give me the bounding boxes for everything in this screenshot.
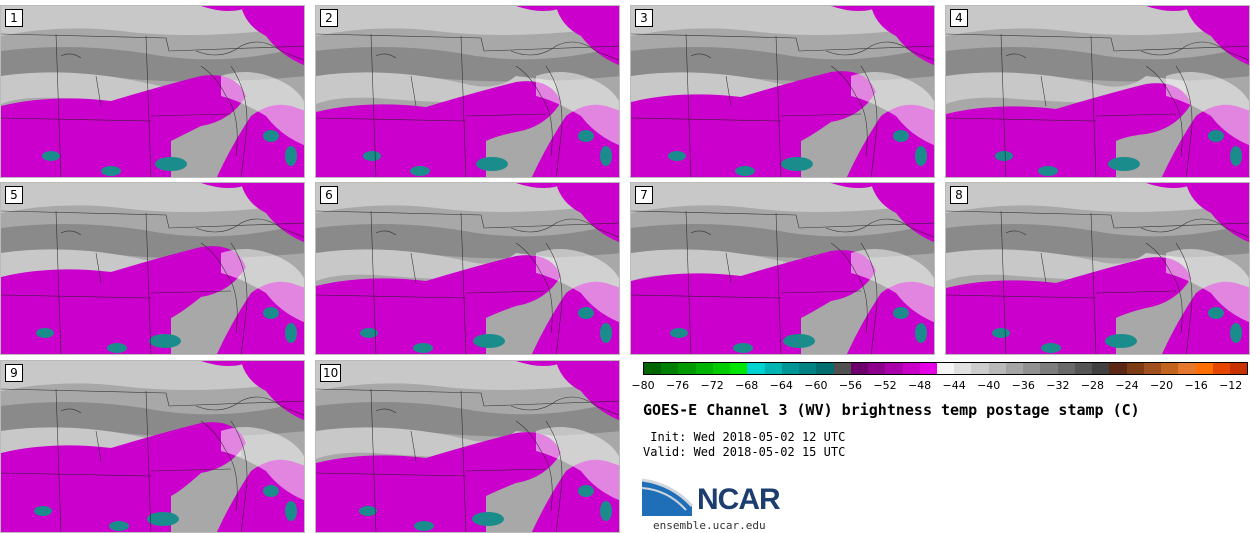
- colorbar: [643, 362, 1248, 375]
- water-vapor-map: [631, 6, 934, 177]
- colorbar-tick-label: −52: [873, 379, 897, 392]
- colorbar-swatch: [868, 363, 886, 374]
- colorbar-tick-label: −76: [665, 379, 690, 392]
- colorbar-swatch: [695, 363, 713, 374]
- postage-stamp-panel: 2: [315, 5, 620, 178]
- colorbar-swatch: [1161, 363, 1179, 374]
- colorbar-tick-label: −24: [1115, 379, 1139, 392]
- colorbar-swatch: [644, 363, 662, 374]
- panel-label: 6: [320, 186, 338, 204]
- panel-label: 5: [5, 186, 23, 204]
- panel-label: 1: [5, 9, 23, 27]
- colorbar-swatch: [1005, 363, 1024, 374]
- colorbar-tick-label: −28: [1080, 379, 1105, 392]
- colorbar-tick-label: −72: [700, 379, 724, 392]
- colorbar-swatch: [747, 363, 765, 374]
- postage-stamp-panel: 1: [0, 5, 305, 178]
- colorbar-tick-label: −20: [1149, 379, 1174, 392]
- colorbar-swatch: [1143, 363, 1162, 374]
- water-vapor-map: [1, 6, 304, 177]
- colorbar-ticks: −80 −76 −72 −68 −64 −60 −56 −52 −48 −44 −40 −36 −32−…: [631, 379, 1248, 393]
- water-vapor-map: [1, 361, 304, 532]
- colorbar-swatch: [1178, 363, 1196, 374]
- colorbar-tick-label: −12: [1219, 379, 1243, 392]
- panel-label: 4: [950, 9, 968, 27]
- colorbar-swatch: [1195, 363, 1213, 374]
- water-vapor-map: [631, 183, 934, 354]
- water-vapor-map: [316, 6, 619, 177]
- colorbar-swatch: [954, 363, 972, 374]
- water-vapor-map: [1, 183, 304, 354]
- panel-label: 2: [320, 9, 338, 27]
- colorbar-swatch: [678, 363, 696, 374]
- colorbar-swatch: [1126, 363, 1144, 374]
- colorbar-swatch: [1092, 363, 1110, 374]
- colorbar-swatch: [781, 363, 800, 374]
- postage-stamp-panel: 7: [630, 182, 935, 355]
- colorbar-swatch: [1023, 363, 1041, 374]
- colorbar-tick-label: −68: [735, 379, 759, 392]
- postage-stamp-panel: 4: [945, 5, 1250, 178]
- init-time: Init: Wed 2018-05-02 12 UTC: [643, 430, 846, 444]
- panel-label: 9: [5, 364, 23, 382]
- colorbar-tick-label: −36: [1011, 379, 1035, 392]
- colorbar-swatch: [1229, 363, 1248, 374]
- water-vapor-map: [316, 183, 619, 354]
- colorbar-tick-label: −44: [942, 379, 966, 392]
- postage-stamp-panel: 8: [945, 182, 1250, 355]
- colorbar-swatch: [902, 363, 920, 374]
- panel-label: 3: [635, 9, 653, 27]
- colorbar-swatch: [1109, 363, 1127, 374]
- colorbar-swatch: [919, 363, 937, 374]
- water-vapor-map: [946, 183, 1249, 354]
- colorbar-swatch: [971, 363, 989, 374]
- valid-time: Valid: Wed 2018-05-02 15 UTC: [643, 445, 846, 459]
- colorbar-swatch: [712, 363, 731, 374]
- panel-label: 7: [635, 186, 653, 204]
- colorbar-tick-label: −80: [631, 379, 655, 392]
- colorbar-swatch: [1057, 363, 1075, 374]
- colorbar-swatch: [816, 363, 834, 374]
- postage-stamp-panel: 5: [0, 182, 305, 355]
- water-vapor-map: [946, 6, 1249, 177]
- postage-stamp-panel: 3: [630, 5, 935, 178]
- colorbar-tick-label: −40: [977, 379, 1001, 392]
- postage-stamp-panel: 6: [315, 182, 620, 355]
- panel-label: 10: [320, 364, 342, 382]
- site-url: ensemble.ucar.edu: [653, 519, 766, 532]
- colorbar-swatch: [833, 363, 851, 374]
- water-vapor-map: [316, 361, 619, 532]
- colorbar-tick-label: −16: [1184, 379, 1208, 392]
- colorbar-swatch: [764, 363, 782, 374]
- colorbar-swatch: [1040, 363, 1058, 374]
- colorbar-tick-label: −32: [1046, 379, 1070, 392]
- colorbar-swatch: [850, 363, 869, 374]
- colorbar-swatch: [661, 363, 679, 374]
- colorbar-swatch: [885, 363, 903, 374]
- colorbar-swatch: [730, 363, 748, 374]
- colorbar-swatch: [1212, 363, 1230, 374]
- colorbar-tick-label: −48: [907, 379, 932, 392]
- brand-name: NCAR: [697, 483, 781, 516]
- colorbar-swatch: [988, 363, 1006, 374]
- postage-stamp-panel: 10: [315, 360, 620, 533]
- postage-stamp-panel: 9: [0, 360, 305, 533]
- colorbar-swatch: [1074, 363, 1093, 374]
- colorbar-tick-label: −56: [838, 379, 863, 392]
- figure-title: GOES-E Channel 3 (WV) brightness temp po…: [643, 401, 1140, 419]
- colorbar-swatch: [799, 363, 817, 374]
- panel-label: 8: [950, 186, 968, 204]
- colorbar-tick-label: −60: [804, 379, 828, 392]
- ncar-logo-icon: [642, 478, 694, 516]
- colorbar-swatch: [936, 363, 955, 374]
- colorbar-tick-label: −64: [769, 379, 793, 392]
